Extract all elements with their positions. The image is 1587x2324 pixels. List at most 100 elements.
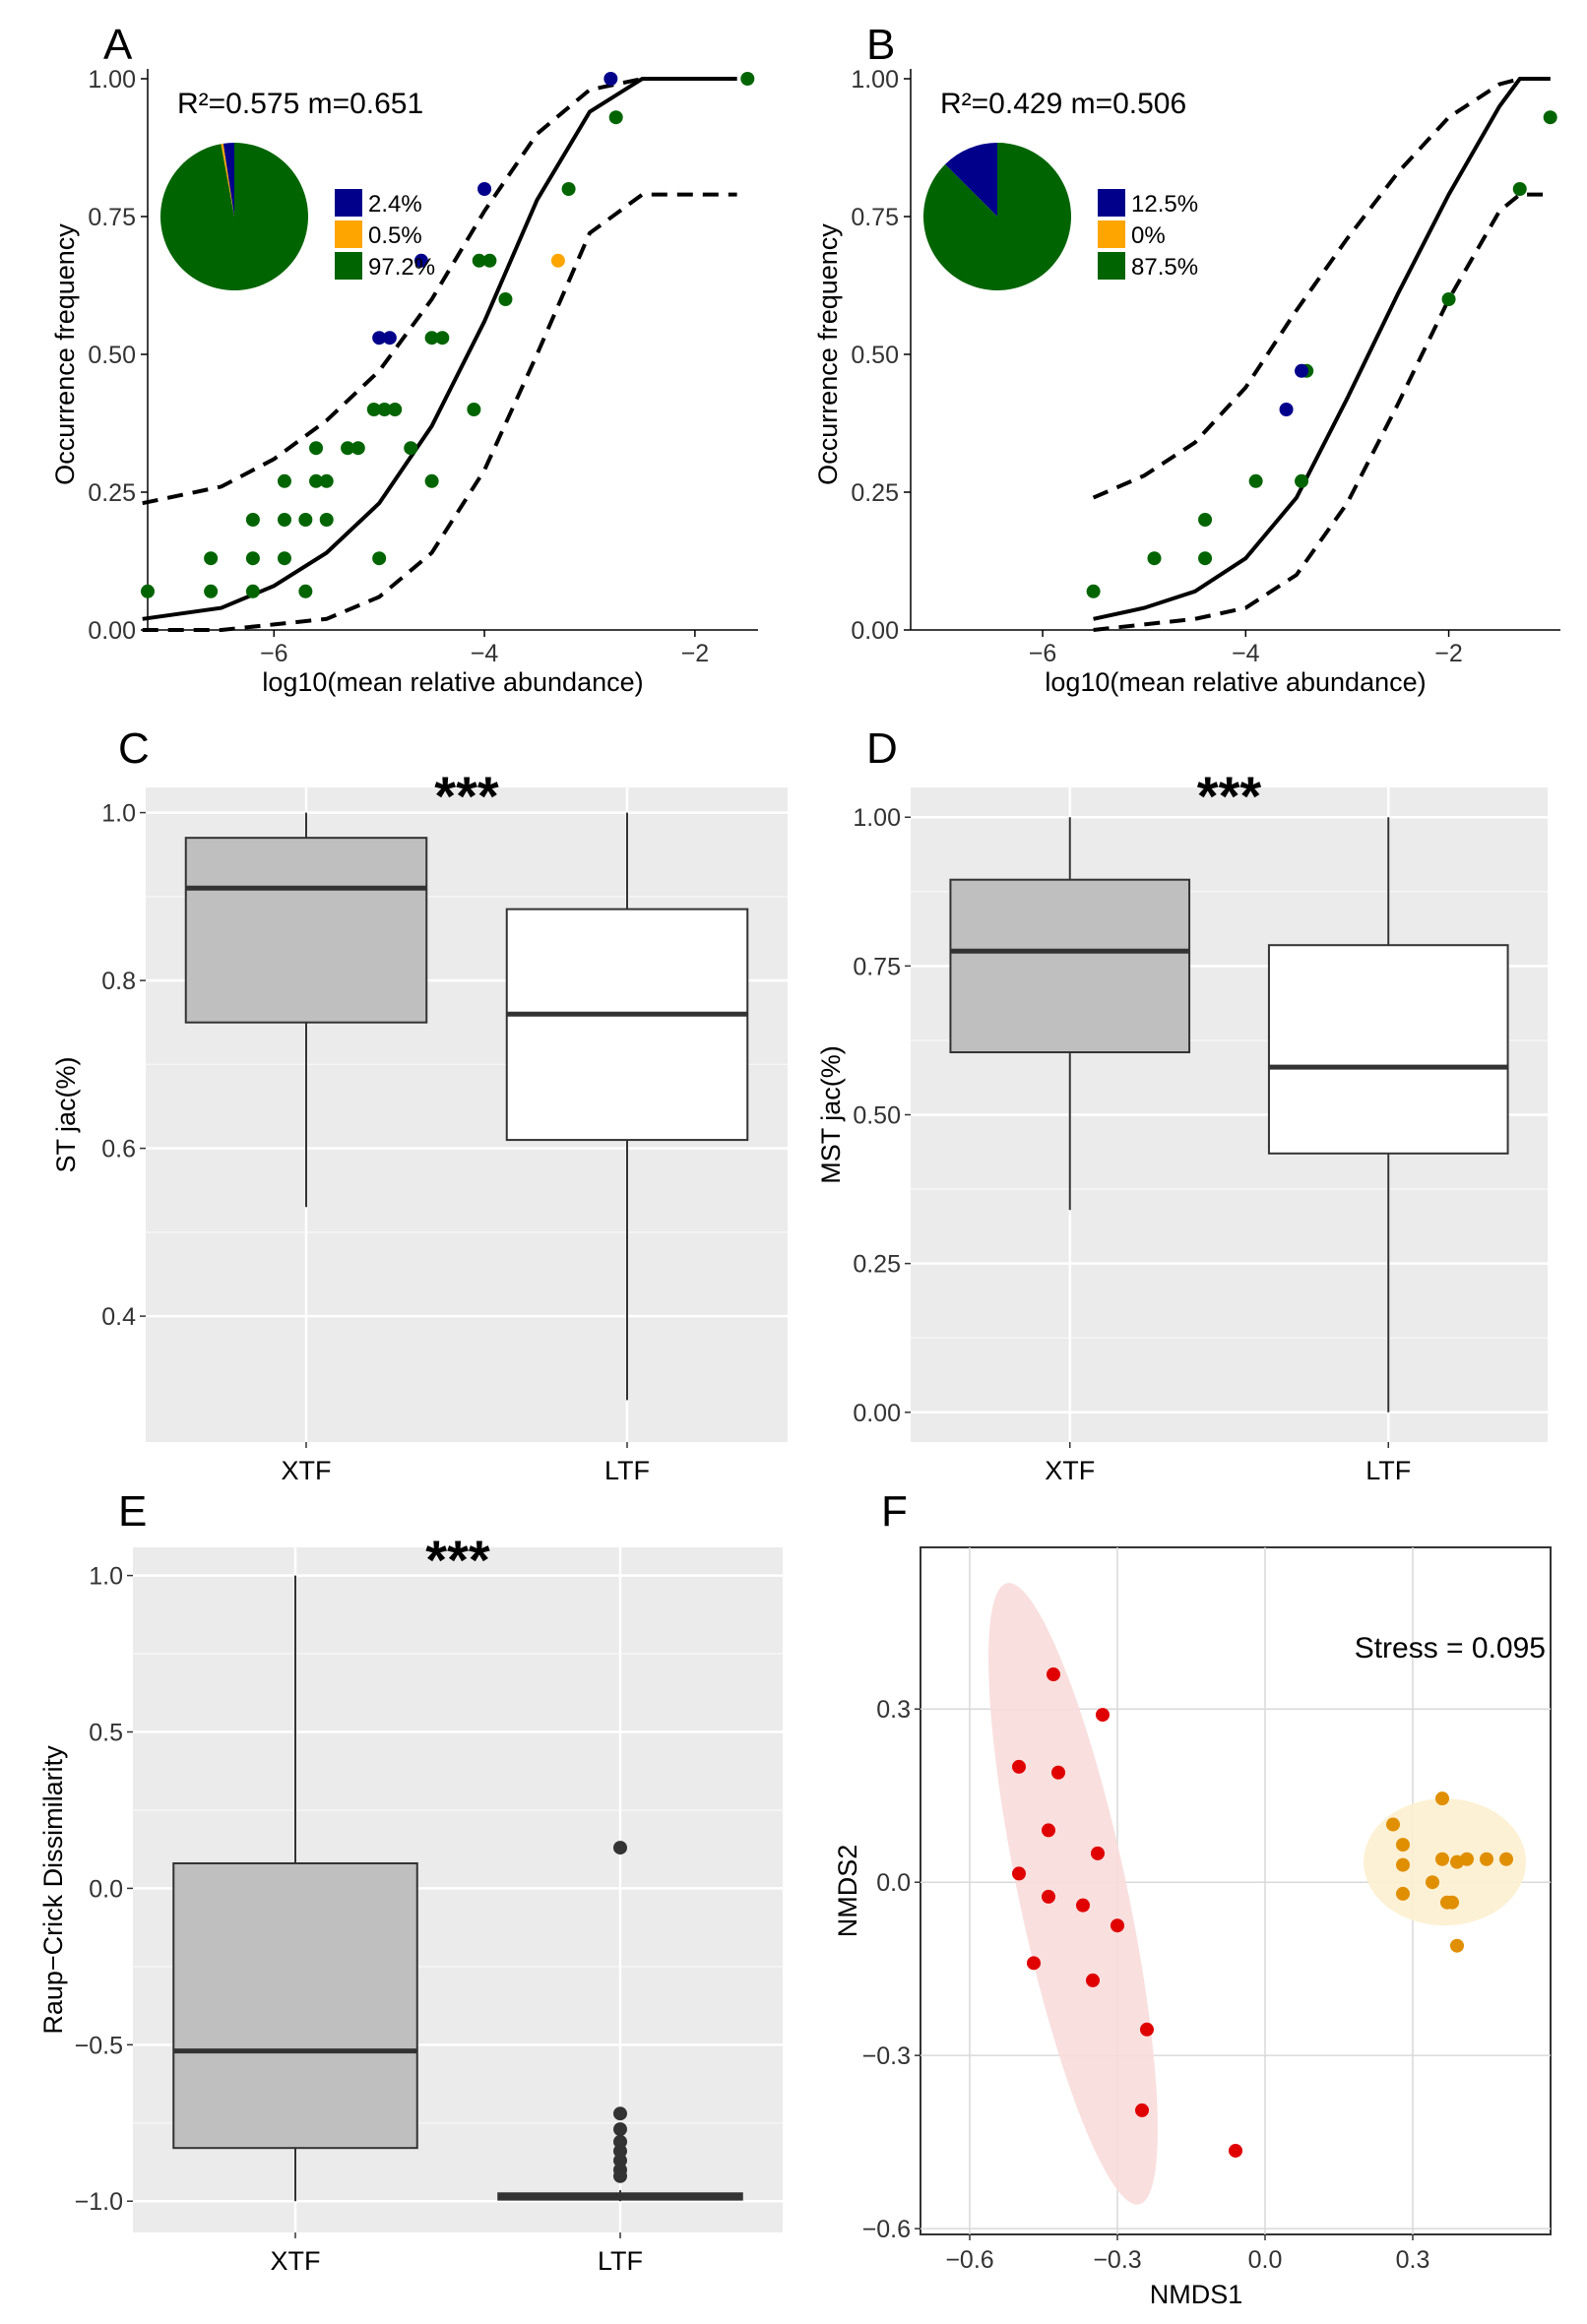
pie-slice — [221, 143, 234, 217]
point-orange — [1445, 1895, 1459, 1910]
x-category-label: XTF — [271, 2246, 321, 2276]
point-red — [1140, 2022, 1154, 2037]
point-green — [404, 441, 418, 456]
point-orange — [1396, 1886, 1410, 1901]
y-tick-label: 0.50 — [853, 1102, 901, 1130]
y-axis-title: Occurrence frequency — [50, 223, 80, 485]
point-red — [1076, 1898, 1090, 1913]
outlier-point — [613, 2168, 627, 2183]
point-red — [1096, 1708, 1110, 1723]
legend-swatch — [335, 220, 362, 248]
y-tick-label: 0.6 — [101, 1136, 136, 1163]
point-green — [424, 331, 439, 345]
point-orange — [1499, 1852, 1513, 1866]
point-red — [1051, 1765, 1065, 1780]
x-axis-title: log10(mean relative abundance) — [1045, 667, 1426, 697]
x-category-label: LTF — [1365, 1456, 1411, 1485]
point-green — [319, 473, 334, 488]
panel-b: 0.00 0.25 0.50 0.75 1.00 −6 −4 −2 log10(mean rel… — [813, 21, 1560, 697]
panel-c: 0.4 0.6 0.8 1.0 XTF LTF *** ST jac(%) C — [51, 724, 788, 1485]
stats-annotation: R²=0.575 m=0.651 — [177, 88, 423, 120]
point-green — [341, 441, 355, 456]
point-red — [1091, 1846, 1105, 1860]
point-green — [482, 253, 497, 268]
y-tick-label: 0.75 — [851, 204, 899, 231]
y-tick-label: 0.00 — [853, 1400, 901, 1427]
y-tick-label: 0.00 — [88, 617, 136, 645]
x-tick-label: −6 — [260, 640, 288, 667]
point-green — [467, 403, 481, 416]
fit-line — [1093, 77, 1551, 621]
point-orange — [1386, 1817, 1400, 1832]
y-tick-label: 0.50 — [851, 342, 899, 369]
panel-f: −0.6 −0.3 0.0 0.3 −0.6 −0.3 0.0 0.3 NMDS1 NMDS2 St… — [833, 1487, 1552, 2309]
y-tick-label: 0.00 — [851, 617, 899, 645]
y-tick-label: 1.00 — [851, 66, 899, 94]
point-red — [1047, 1667, 1060, 1682]
point-green — [277, 513, 291, 527]
legend-label: 2.4% — [368, 191, 422, 218]
x-category-label: XTF — [1045, 1456, 1095, 1485]
x-axis-title: NMDS1 — [1150, 2280, 1243, 2309]
y-tick-label: 0.50 — [88, 342, 136, 369]
x-tick-label: 0.0 — [1248, 2246, 1283, 2274]
legend-label: 0% — [1131, 222, 1166, 249]
panel-label-e: E — [118, 1487, 147, 1536]
point-red — [1086, 1973, 1100, 1987]
point-green — [204, 584, 219, 598]
box-ltf — [1267, 944, 1509, 1155]
point-green — [388, 403, 403, 416]
y-tick-label: 0.25 — [851, 479, 899, 507]
y-tick-label: 0.3 — [876, 1696, 911, 1724]
significance-stars: *** — [434, 765, 499, 827]
y-axis-title: Occurrence frequency — [813, 223, 843, 485]
box-ltf — [505, 908, 749, 1142]
lower-ci-line — [142, 192, 737, 632]
point-red — [1012, 1866, 1026, 1881]
panel-e: −1.0 −0.5 0.0 0.5 1.0 XTF LTF *** Raup−Crick Dis… — [38, 1487, 783, 2276]
box-xtf — [949, 878, 1191, 1054]
y-tick-label: 0.25 — [88, 479, 136, 507]
point-red — [1042, 1889, 1055, 1904]
upper-ci-line — [1092, 77, 1551, 500]
legend-swatch — [1098, 252, 1125, 280]
y-tick-label: 0.25 — [853, 1251, 901, 1279]
point-red — [1135, 2103, 1149, 2117]
outlier-point — [613, 1841, 627, 1855]
point-green — [245, 551, 260, 566]
y-tick-label: 0.8 — [101, 968, 136, 995]
point-orange — [1460, 1852, 1474, 1866]
pie-slice — [222, 143, 234, 217]
point-green — [204, 551, 219, 566]
x-category-label: XTF — [282, 1456, 332, 1485]
panel-label-b: B — [866, 21, 895, 69]
point-green — [1512, 182, 1527, 196]
point-green — [309, 473, 324, 488]
point-green — [277, 473, 291, 488]
point-green — [372, 551, 387, 566]
legend-label: 12.5% — [1131, 191, 1198, 218]
y-tick-label: 0.75 — [88, 204, 136, 231]
point-red — [1229, 2143, 1242, 2158]
y-tick-label: 1.00 — [853, 804, 901, 832]
y-tick-label: 0.5 — [89, 1720, 123, 1747]
y-tick-label: 0.4 — [101, 1303, 136, 1331]
legend-swatch — [335, 252, 362, 280]
y-tick-label: 1.0 — [101, 800, 136, 828]
point-green — [435, 331, 450, 345]
point-blue — [603, 72, 618, 86]
point-green — [377, 403, 392, 416]
x-category-label: LTF — [598, 2246, 643, 2276]
point-green — [424, 473, 439, 488]
point-green — [1198, 513, 1213, 527]
y-tick-label: 0.75 — [853, 953, 901, 980]
y-tick-label: −0.3 — [862, 2042, 911, 2070]
point-green — [1295, 473, 1309, 488]
y-tick-label: 0.0 — [89, 1875, 123, 1903]
x-tick-label: −4 — [1232, 640, 1260, 667]
point-blue — [382, 331, 397, 345]
significance-stars: *** — [1197, 765, 1262, 827]
point-green — [141, 584, 155, 598]
point-green — [309, 441, 324, 456]
y-axis-title: MST jac(%) — [816, 1045, 846, 1184]
